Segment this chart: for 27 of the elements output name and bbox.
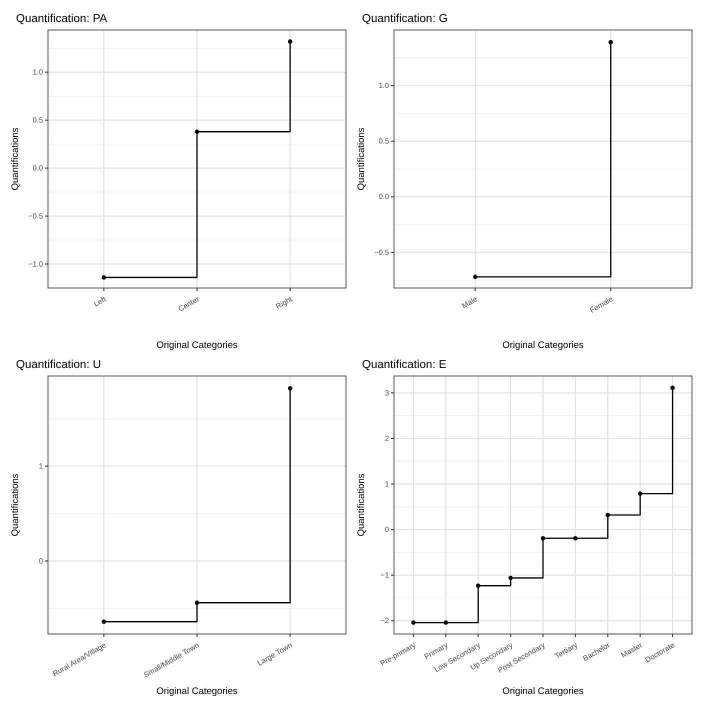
point: [102, 275, 106, 280]
chart-title: Quantification: E: [362, 359, 447, 371]
point: [288, 386, 292, 391]
point: [102, 619, 106, 624]
point: [194, 600, 200, 605]
point: [194, 129, 200, 134]
y-axis-title: Quantifications: [356, 473, 367, 536]
chart-title: Quantification: G: [362, 13, 448, 25]
chart-title: Quantification: PA: [16, 13, 108, 25]
x-axis-title: Original Categories: [502, 686, 584, 697]
point: [444, 620, 448, 625]
y-axis-title: Quantifications: [356, 127, 367, 190]
x-axis-title: Original Categories: [156, 686, 238, 697]
point: [508, 576, 513, 580]
point: [476, 583, 480, 588]
point: [411, 620, 416, 625]
point: [540, 536, 546, 540]
x-axis-title: Original Categories: [502, 340, 584, 351]
y-axis-title: Quantifications: [10, 473, 21, 536]
point: [573, 536, 578, 540]
point: [606, 512, 610, 518]
point: [288, 39, 292, 44]
y-axis-title: Quantifications: [10, 127, 21, 190]
x-axis-title: Original Categories: [156, 340, 238, 351]
point: [638, 491, 642, 496]
point: [670, 386, 675, 390]
chart-title: Quantification: U: [16, 359, 102, 371]
